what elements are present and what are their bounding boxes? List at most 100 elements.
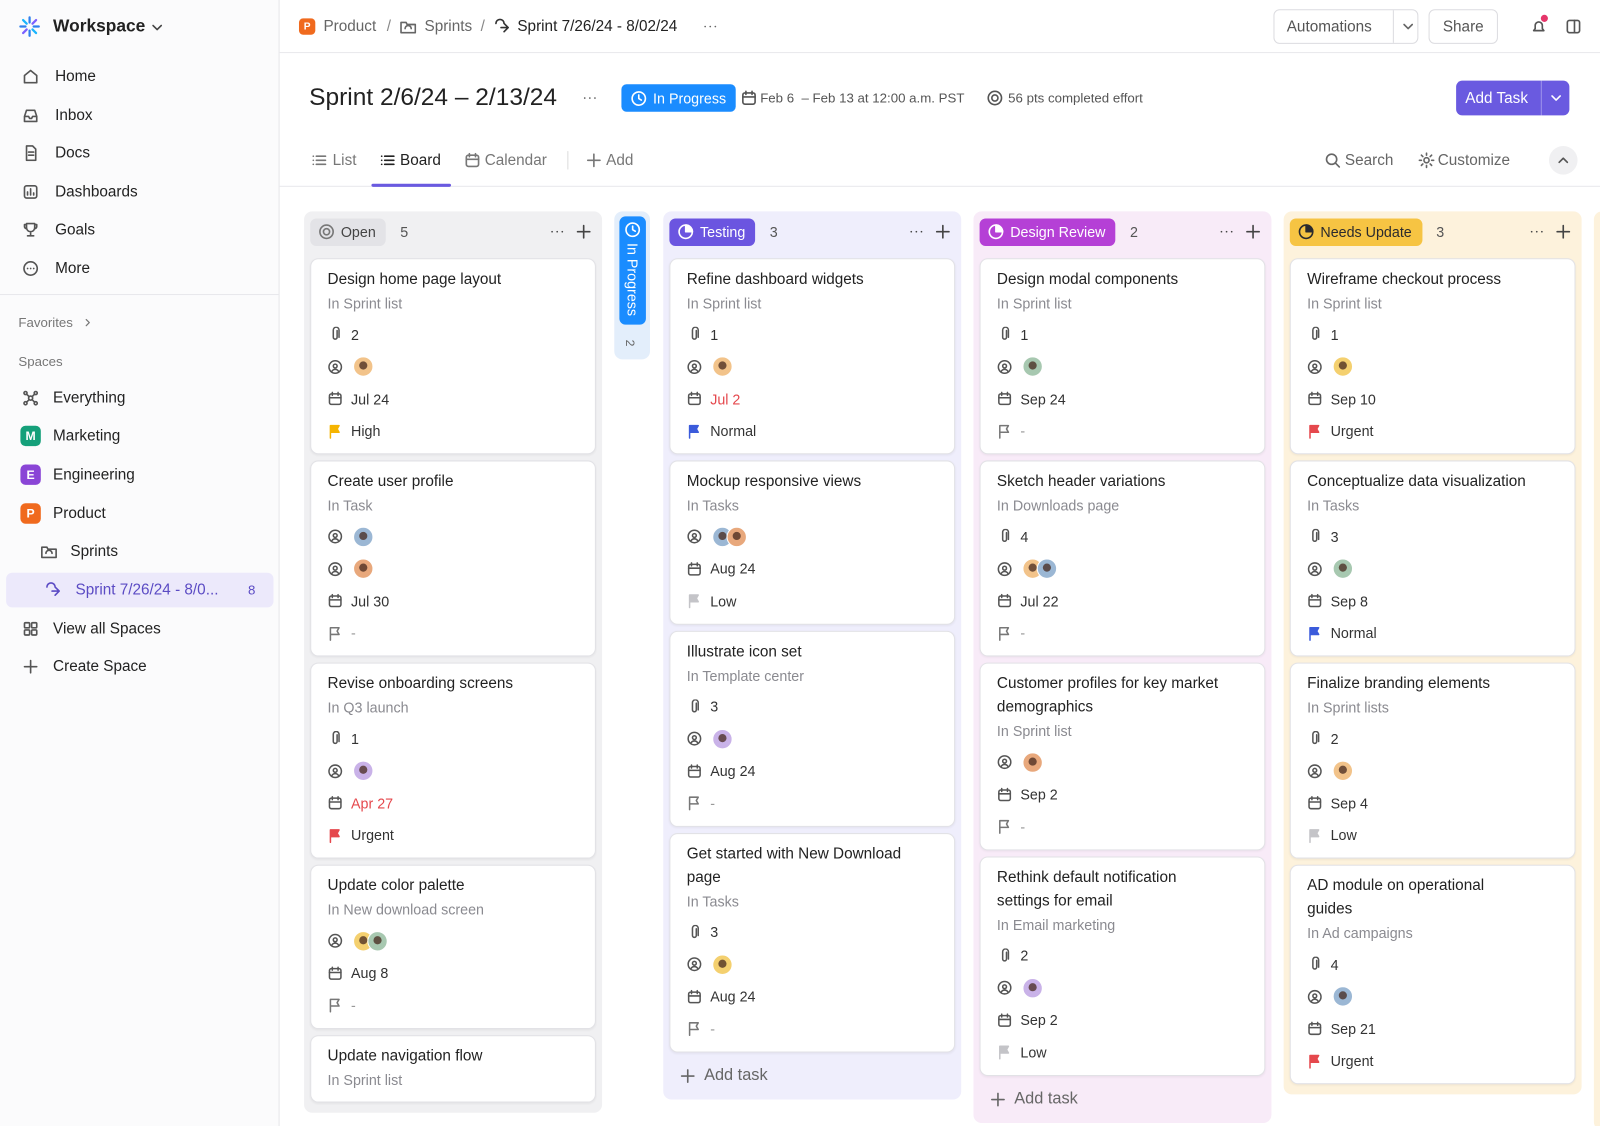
workspace-logo xyxy=(18,15,40,37)
status-pill[interactable]: Testing xyxy=(669,217,756,246)
share-button[interactable]: Share xyxy=(1428,9,1498,44)
attachments-row: 2 xyxy=(328,319,579,351)
next-column-edge xyxy=(1593,211,1600,1126)
column-add[interactable] xyxy=(1245,224,1261,240)
column-add[interactable] xyxy=(935,224,951,240)
nav-item[interactable]: Inbox xyxy=(55,106,93,125)
column-add[interactable] xyxy=(1555,224,1571,240)
nav-item[interactable]: Goals xyxy=(55,221,96,239)
task-card[interactable]: Wireframe checkout process In Sprint list… xyxy=(1289,258,1576,455)
attachment-count: 2 xyxy=(351,326,359,343)
folder-item[interactable]: Sprints xyxy=(70,542,119,560)
priority-flag xyxy=(997,626,1012,641)
view-tab[interactable]: Board xyxy=(399,151,441,169)
priority-flag xyxy=(997,819,1012,835)
attachment-count: 4 xyxy=(1020,528,1029,545)
task-card[interactable]: Refine dashboard widgets In Sprint list 1 J… xyxy=(669,258,956,455)
assignee-row xyxy=(997,553,1248,585)
nav-item[interactable]: Home xyxy=(55,67,96,86)
column-add[interactable] xyxy=(576,224,592,240)
status-pill[interactable]: Open xyxy=(310,217,386,246)
task-card[interactable]: Illustrate icon set In Template center 3 Au… xyxy=(669,630,956,827)
status-pill[interactable]: Needs Update xyxy=(1289,217,1422,246)
priority-flag xyxy=(328,828,343,843)
automations-button[interactable]: Automations xyxy=(1273,9,1419,44)
space-item[interactable]: Everything xyxy=(53,389,126,407)
selected-item-bg xyxy=(6,572,274,608)
workspace-name[interactable]: Workspace xyxy=(53,16,146,36)
status-badge[interactable]: In Progress xyxy=(621,84,736,112)
column-more[interactable] xyxy=(549,224,565,240)
column-more[interactable] xyxy=(1218,224,1234,240)
priority-row: - xyxy=(687,1013,938,1045)
collapse-button[interactable] xyxy=(1548,145,1578,175)
breadcrumb-item[interactable]: Product xyxy=(323,17,377,36)
add-task-row[interactable]: Add task xyxy=(980,1076,1266,1113)
current-sprint[interactable]: Sprint 7/26/24 - 8/0... xyxy=(75,581,219,599)
task-title: Get started with New Download page xyxy=(686,844,902,886)
assignee-group xyxy=(1022,977,1043,999)
attachments-row: 4 xyxy=(1307,948,1558,980)
task-card[interactable]: Finalize branding elements In Sprint list… xyxy=(1289,662,1576,859)
nav-item[interactable]: Dashboards xyxy=(55,183,138,201)
view-tab[interactable]: Calendar xyxy=(484,151,547,169)
column-more[interactable] xyxy=(1529,224,1545,240)
search-button[interactable]: Search xyxy=(1344,151,1394,169)
task-card[interactable]: AD module on operational guides In Ad cam… xyxy=(1289,864,1576,1085)
breadcrumb-item[interactable]: Sprints xyxy=(424,17,473,36)
assignee-row xyxy=(328,755,579,787)
task-card[interactable]: Conceptualize data visualization In Tasks… xyxy=(1289,460,1576,657)
task-location: In Sprint list xyxy=(996,295,1072,312)
assignee-icon xyxy=(328,763,343,779)
due-date: Sep 4 xyxy=(1330,795,1368,812)
space-item[interactable]: Product xyxy=(53,504,106,523)
breadcrumb-badge: P xyxy=(298,18,316,35)
date-row: Sep 24 xyxy=(997,383,1248,415)
add-task-button[interactable]: Add Task xyxy=(1456,80,1570,116)
favorites-label[interactable]: Favorites xyxy=(18,314,73,331)
space-item[interactable]: Engineering xyxy=(53,466,135,484)
task-card[interactable]: Rethink default notification settings fo… xyxy=(979,856,1266,1076)
column-more[interactable] xyxy=(908,224,924,240)
task-card[interactable]: Design home page layout In Sprint list 2 Ju… xyxy=(310,258,596,455)
avatar xyxy=(353,760,374,782)
collapsed-status[interactable]: In Progress xyxy=(619,216,646,325)
nav-item[interactable]: Docs xyxy=(55,144,90,162)
task-card[interactable]: Get started with New Download page In Tas… xyxy=(669,832,956,1053)
create-space[interactable]: Create Space xyxy=(53,657,147,676)
assignee-group xyxy=(1332,356,1354,377)
view-all-spaces[interactable]: View all Spaces xyxy=(53,620,161,638)
space-badge: P xyxy=(20,503,41,524)
task-title: Update color palette xyxy=(327,876,465,895)
add-task-row[interactable]: Add task xyxy=(669,1052,955,1089)
task-location: In Tasks xyxy=(686,892,739,910)
task-card[interactable]: Design modal components In Sprint list 1 Se… xyxy=(979,258,1266,455)
sprint-effort: 56 pts completed effort xyxy=(1008,90,1143,106)
task-card[interactable]: Update color palette In New download scre… xyxy=(310,864,596,1029)
task-card[interactable]: Create user profile In Task Jul 30 - xyxy=(310,460,596,657)
priority-label: Low xyxy=(1020,1044,1047,1061)
priority-row: Low xyxy=(997,1036,1248,1068)
task-card[interactable]: Sketch header variations In Downloads pag… xyxy=(979,460,1266,657)
priority-flag xyxy=(1307,1053,1322,1069)
customize-button[interactable]: Customize xyxy=(1437,151,1511,169)
status-pill[interactable]: Design Review xyxy=(979,217,1116,246)
avatar xyxy=(353,526,374,547)
breadcrumb-current[interactable]: Sprint 7/26/24 - 8/02/24 xyxy=(517,17,678,36)
task-card[interactable]: Update navigation flow In Sprint list xyxy=(310,1034,596,1103)
attachment-icon xyxy=(687,326,702,342)
space-item[interactable]: Marketing xyxy=(53,427,121,445)
view-tab[interactable]: List xyxy=(332,151,357,169)
date-icon xyxy=(997,593,1012,608)
task-card[interactable]: Customer profiles for key market demogra… xyxy=(979,662,1266,850)
assignee-group xyxy=(353,356,374,377)
view-tab[interactable]: Add xyxy=(606,151,634,169)
nav-item[interactable]: More xyxy=(55,259,90,278)
task-title: Sketch header variations xyxy=(996,472,1166,491)
layout-toggle xyxy=(1565,18,1581,34)
priority-row: Urgent xyxy=(328,819,579,851)
task-card[interactable]: Mockup responsive views In Tasks Aug 24 Low xyxy=(669,460,956,625)
task-card[interactable]: Revise onboarding screens In Q3 launch 1 Ap… xyxy=(310,662,596,859)
assignee-icon xyxy=(328,359,343,374)
